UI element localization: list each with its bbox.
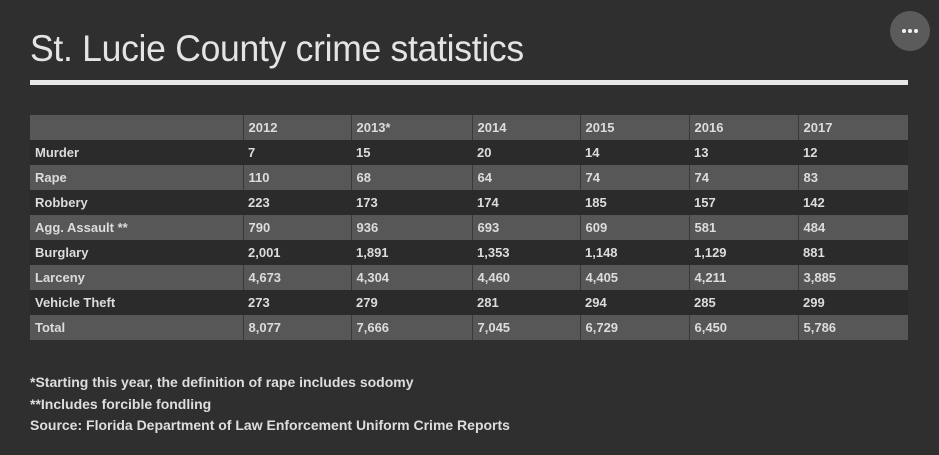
table-cell: 68: [350, 165, 472, 190]
table-row-burglary: Burglary 2,001 1,891 1,353 1,148 1,129 8…: [30, 240, 908, 265]
more-options-button[interactable]: [890, 11, 930, 51]
crime-statistics-table: 2012 2013* 2014 2015 2016 2017 Murder 7 …: [30, 115, 908, 340]
row-label: Vehicle Theft: [30, 290, 243, 315]
table-header-row: 2012 2013* 2014 2015 2016 2017: [30, 115, 908, 140]
table-cell: 12: [798, 140, 908, 165]
table-cell: 174: [472, 190, 580, 215]
table-cell: 4,673: [242, 265, 351, 290]
row-label: Total: [30, 315, 243, 340]
table-row-murder: Murder 7 15 20 14 13 12: [30, 140, 908, 165]
table-cell: 581: [688, 215, 798, 240]
table-cell: 294: [580, 290, 689, 315]
table-cell: 157: [689, 190, 798, 215]
footnote-forcible-fondling: **Includes forcible fondling: [30, 395, 212, 412]
table-cell: 609: [579, 215, 689, 240]
row-label: Agg. Assault **: [30, 215, 243, 240]
table-cell: 273: [243, 290, 351, 315]
table-cell: 4,304: [350, 265, 472, 290]
table-cell: 74: [579, 165, 689, 190]
table-row-total: Total 8,077 7,666 7,045 6,729 6,450 5,78…: [30, 315, 908, 340]
table-cell: 5,786: [797, 315, 908, 340]
table-cell: 110: [242, 165, 351, 190]
footnotes: *Starting this year, the definition of r…: [30, 372, 510, 437]
column-header-2016: 2016: [688, 115, 798, 140]
column-header-2012: 2012: [242, 115, 351, 140]
table-cell: 74: [688, 165, 798, 190]
table-cell: 1,148: [580, 240, 689, 265]
table-cell: 3,885: [797, 265, 908, 290]
table-cell: 279: [351, 290, 472, 315]
table-cell: 7,045: [471, 315, 580, 340]
more-options-icon: [908, 29, 912, 33]
row-label: Burglary: [30, 240, 243, 265]
source-note: Source: Florida Department of Law Enforc…: [30, 417, 510, 433]
table-cell: 2,001: [243, 240, 351, 265]
table-cell: 7: [243, 140, 351, 165]
table-cell: 8,077: [242, 315, 351, 340]
table-cell: 936: [350, 215, 472, 240]
table-cell: 83: [797, 165, 908, 190]
row-label: Larceny: [30, 265, 243, 290]
table-cell: 285: [689, 290, 798, 315]
table-cell: 484: [797, 215, 908, 240]
table-cell: 14: [580, 140, 689, 165]
table-cell: 1,353: [472, 240, 580, 265]
table-cell: 185: [580, 190, 689, 215]
table-cell: 4,460: [471, 265, 580, 290]
column-header-2017: 2017: [797, 115, 908, 140]
column-header-2013: 2013*: [350, 115, 472, 140]
table-cell: 6,450: [688, 315, 798, 340]
table-row-robbery: Robbery 223 173 174 185 157 142: [30, 190, 908, 215]
table-cell: 15: [351, 140, 472, 165]
table-cell: 7,666: [350, 315, 472, 340]
table-row-agg-assault: Agg. Assault ** 790 936 693 609 581 484: [30, 215, 908, 240]
table-cell: 6,729: [579, 315, 689, 340]
table-cell: 299: [798, 290, 908, 315]
page-title: St. Lucie County crime statistics: [30, 28, 524, 69]
table-cell: 693: [471, 215, 580, 240]
column-header: [30, 115, 243, 140]
table-cell: 4,405: [579, 265, 689, 290]
table-cell: 13: [689, 140, 798, 165]
table-cell: 173: [351, 190, 472, 215]
table-row-rape: Rape 110 68 64 74 74 83: [30, 165, 908, 190]
more-options-icon: [902, 29, 906, 33]
table-cell: 790: [242, 215, 351, 240]
title-underline-divider: [30, 80, 908, 85]
column-header-2014: 2014: [471, 115, 580, 140]
column-header-2015: 2015: [579, 115, 689, 140]
table-cell: 1,891: [351, 240, 472, 265]
table-cell: 881: [798, 240, 908, 265]
table-cell: 4,211: [688, 265, 798, 290]
table-cell: 1,129: [689, 240, 798, 265]
table-cell: 142: [798, 190, 908, 215]
footnote-rape-definition: *Starting this year, the definition of r…: [30, 374, 414, 390]
table-cell: 223: [243, 190, 351, 215]
table-cell: 281: [472, 290, 580, 315]
table-row-vehicle-theft: Vehicle Theft 273 279 281 294 285 299: [30, 290, 908, 315]
table-row-larceny: Larceny 4,673 4,304 4,460 4,405 4,211 3,…: [30, 265, 908, 290]
row-label: Rape: [30, 165, 243, 190]
more-options-icon: [914, 29, 918, 33]
table-cell: 20: [472, 140, 580, 165]
table-cell: 64: [471, 165, 580, 190]
row-label: Robbery: [30, 190, 243, 215]
row-label: Murder: [30, 140, 243, 165]
